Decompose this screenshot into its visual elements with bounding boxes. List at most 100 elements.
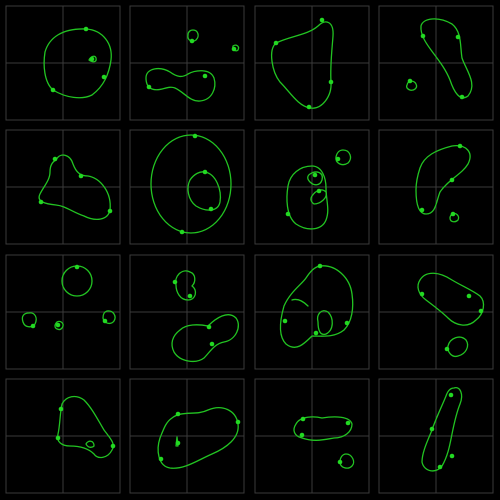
- contour-marker: [328, 79, 334, 85]
- contour-marker: [146, 84, 152, 90]
- contour-marker: [83, 26, 89, 32]
- contour-marker: [457, 143, 463, 149]
- contour-curve: [420, 18, 473, 99]
- contour-marker: [175, 440, 181, 446]
- contour-marker: [448, 392, 454, 398]
- contour-curve: [102, 310, 116, 325]
- contour-curve: [270, 21, 334, 109]
- panel-r1c3: [254, 5, 370, 121]
- contour-marker: [58, 406, 64, 412]
- contour-marker: [449, 453, 455, 459]
- contour-marker: [306, 104, 312, 110]
- contour-marker: [107, 208, 113, 214]
- contour-marker: [419, 291, 425, 297]
- contour-curve: [175, 270, 197, 301]
- panel-r1c2: [129, 5, 245, 121]
- contour-curve: [54, 320, 64, 331]
- contour-marker: [466, 293, 472, 299]
- panel-r3c1: [5, 254, 121, 370]
- contour-curve: [21, 312, 37, 328]
- contour-marker: [189, 38, 195, 44]
- contour-marker: [74, 264, 80, 270]
- panel-r2c2: [129, 129, 245, 245]
- contour-marker: [209, 341, 215, 347]
- panel-r2c3: [254, 129, 370, 245]
- contour-marker: [407, 78, 413, 84]
- contour-curve: [286, 165, 329, 230]
- contour-marker: [450, 211, 456, 217]
- contour-marker: [312, 172, 318, 178]
- contour-marker: [455, 34, 461, 40]
- contour-marker: [282, 318, 288, 324]
- contour-marker: [316, 188, 322, 194]
- contour-marker: [437, 464, 443, 470]
- contour-curve: [421, 387, 463, 472]
- contour-curve: [38, 154, 111, 221]
- contour-curve: [61, 265, 93, 297]
- panel-r4c2: [129, 378, 245, 494]
- contour-marker: [319, 17, 325, 23]
- contour-marker: [192, 133, 198, 139]
- contour-marker: [110, 443, 116, 449]
- panel-r2c1: [5, 129, 121, 245]
- contour-marker: [158, 456, 164, 462]
- contour-curve: [291, 298, 309, 307]
- contour-curve: [171, 314, 239, 363]
- contour-marker: [313, 330, 319, 336]
- contour-curve: [447, 336, 469, 358]
- panel-r3c2: [129, 254, 245, 370]
- contour-curve: [417, 272, 485, 326]
- panel-r4c1: [5, 378, 121, 494]
- contour-marker: [206, 324, 212, 330]
- contour-marker: [273, 40, 279, 46]
- panel-r3c4: [378, 254, 494, 370]
- contour-curve: [307, 171, 323, 186]
- contour-marker: [208, 206, 214, 212]
- contour-marker: [30, 323, 36, 329]
- panel-r4c4: [378, 378, 494, 494]
- panel-r4c3: [254, 378, 370, 494]
- contour-marker: [78, 173, 84, 179]
- contour-marker: [478, 308, 484, 314]
- panel-r1c4: [378, 5, 494, 121]
- panel-r2c4: [378, 129, 494, 245]
- contour-curve: [415, 145, 471, 215]
- contour-marker: [38, 199, 44, 205]
- contour-marker: [89, 56, 95, 62]
- contour-marker: [420, 33, 426, 39]
- contour-marker: [317, 263, 323, 269]
- contour-marker: [101, 74, 107, 80]
- contour-curve: [187, 171, 222, 211]
- contour-marker: [419, 207, 425, 213]
- contour-curve: [293, 416, 353, 441]
- contour-marker: [335, 156, 341, 162]
- contour-marker: [429, 426, 435, 432]
- contour-marker: [50, 87, 56, 93]
- contour-marker: [337, 459, 343, 465]
- contour-curve: [150, 134, 232, 234]
- contour-marker: [102, 318, 108, 324]
- contour-marker: [235, 419, 241, 425]
- contour-marker: [172, 279, 178, 285]
- contour-marker: [179, 229, 185, 235]
- contour-marker: [202, 169, 208, 175]
- contour-marker: [299, 432, 305, 438]
- contour-marker: [52, 156, 58, 162]
- panel-r1c1: [5, 5, 121, 121]
- contour-marker: [231, 46, 237, 52]
- contour-curve: [56, 395, 114, 459]
- contour-marker: [344, 320, 350, 326]
- contour-marker: [285, 211, 291, 217]
- contour-curve: [43, 28, 112, 99]
- contour-curve: [449, 212, 460, 223]
- panel-r3c3: [254, 254, 370, 370]
- contour-marker: [345, 420, 351, 426]
- contour-marker: [175, 411, 181, 417]
- contour-curve: [157, 407, 239, 469]
- contour-marker: [187, 293, 193, 299]
- contour-curve: [85, 440, 95, 448]
- contour-marker: [55, 322, 61, 328]
- contour-curve: [279, 265, 354, 348]
- contour-curve: [335, 149, 352, 166]
